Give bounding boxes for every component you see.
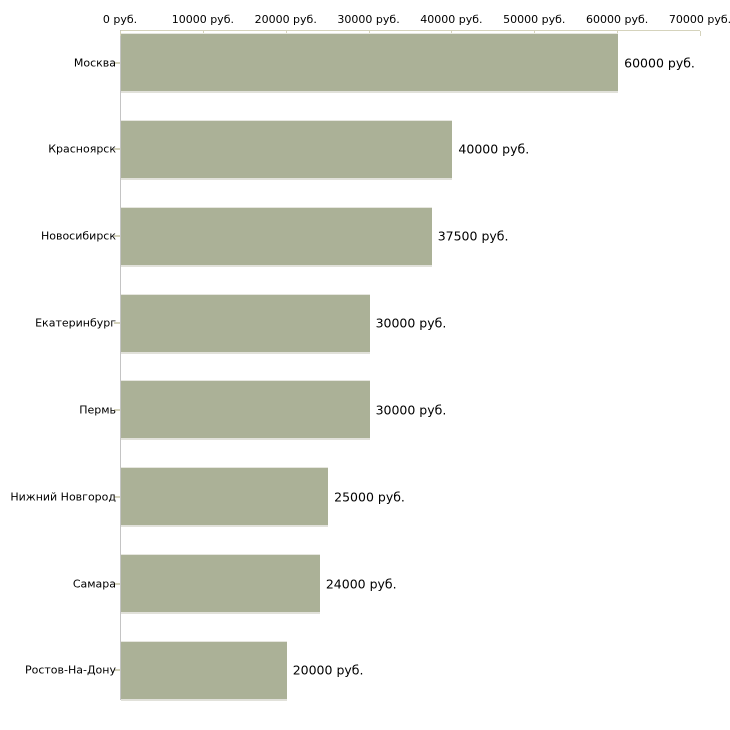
x-tick-label: 50000 руб. [503, 13, 566, 26]
category-tick-mark [114, 148, 120, 151]
bar [121, 119, 453, 180]
x-tick-mark [700, 31, 701, 36]
bar [121, 640, 287, 701]
bar [121, 467, 329, 528]
category-label: Ростов-На-Дону [24, 663, 116, 677]
bar-value-label: 20000 руб. [292, 662, 364, 678]
bar [121, 554, 320, 615]
bar-value-label: 30000 руб. [375, 402, 447, 418]
category-tick-mark [114, 582, 120, 585]
category-label: Нижний Новгород [10, 490, 116, 504]
category-tick-mark [114, 235, 120, 238]
bar-value-label: 25000 руб. [334, 489, 405, 505]
bar-value-label: 40000 руб. [458, 141, 530, 157]
category-label: Красноярск [48, 142, 116, 156]
category-tick-mark [114, 408, 120, 411]
category-label: Пермь [79, 403, 116, 417]
category-tick-mark [114, 61, 120, 64]
bar [121, 380, 370, 441]
category-tick-mark [114, 322, 120, 325]
x-tick-label: 60000 руб. [586, 13, 649, 26]
x-tick-label: 70000 руб. [668, 13, 730, 26]
x-tick-label: 40000 руб. [420, 13, 483, 26]
bar [121, 293, 370, 354]
category-tick-mark [114, 495, 120, 498]
category-label: Екатеринбург [35, 316, 116, 330]
bar-value-label: 37500 руб. [437, 228, 509, 244]
x-tick-label: 30000 руб. [337, 13, 400, 26]
category-label: Москва [73, 56, 116, 69]
x-tick-label: 0 руб. [102, 13, 138, 26]
bar [121, 206, 432, 267]
x-tick-label: 10000 руб. [171, 13, 234, 26]
category-label: Самара [72, 577, 116, 591]
x-axis-line [120, 30, 700, 31]
bar-value-label: 30000 руб. [375, 315, 447, 331]
category-label: Новосибирск [40, 229, 116, 243]
x-tick-label: 20000 руб. [254, 13, 317, 26]
y-axis-line [120, 30, 121, 700]
bar-value-label: 60000 руб. [624, 55, 695, 70]
bar-value-label: 24000 руб. [325, 576, 397, 592]
bar [121, 33, 619, 93]
x-tick-mark [120, 31, 121, 36]
category-tick-mark [114, 669, 120, 672]
